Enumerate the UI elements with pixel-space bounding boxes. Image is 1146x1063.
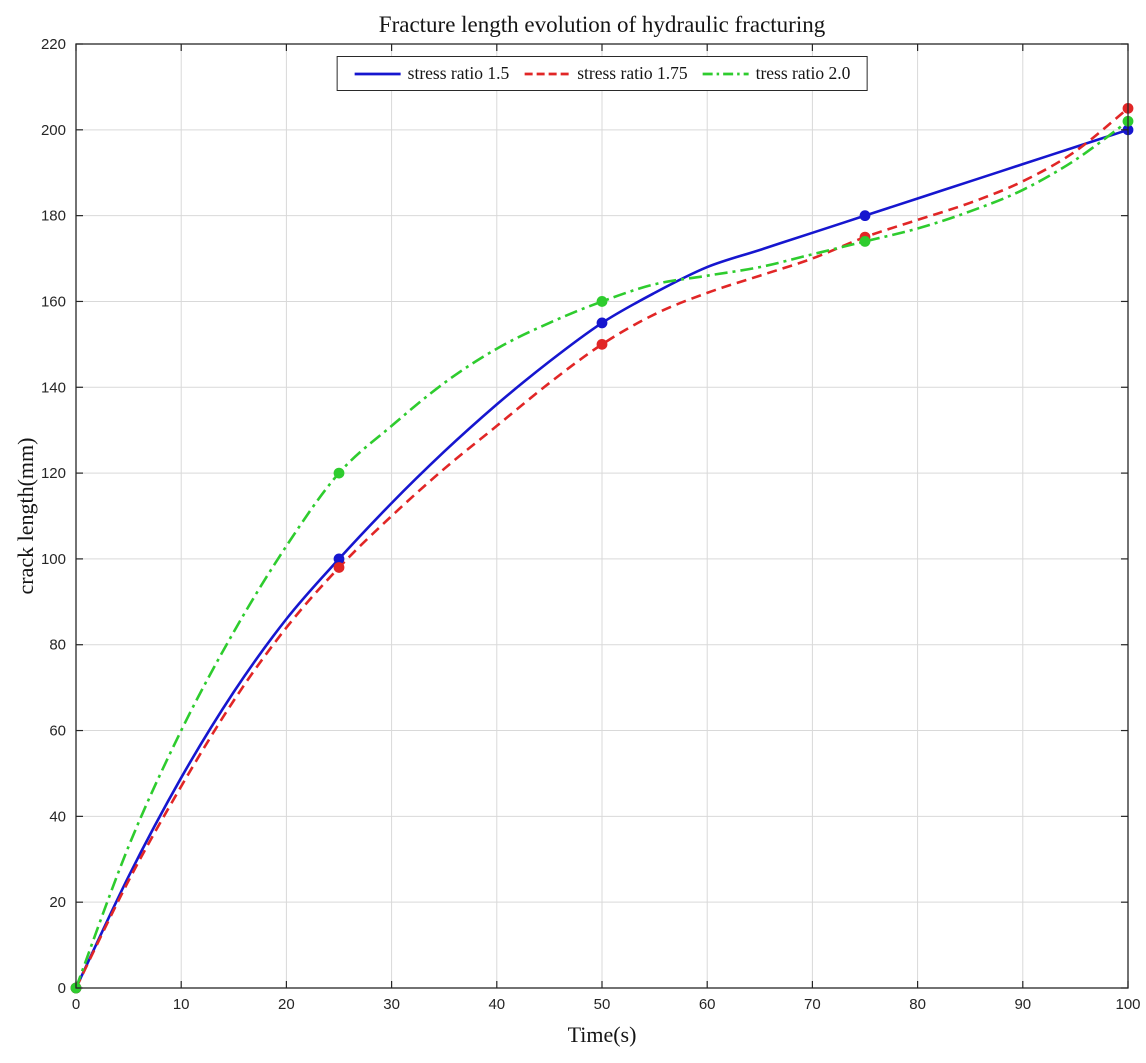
x-tick-label: 100	[1115, 996, 1140, 1013]
y-tick-label: 140	[41, 379, 66, 396]
legend-label: tress ratio 2.0	[755, 63, 851, 83]
x-tick-label: 10	[173, 996, 190, 1013]
y-tick-label: 20	[49, 894, 66, 911]
legend-entry-1: stress ratio 1.75	[523, 63, 688, 84]
legend: stress ratio 1.5 stress ratio 1.75 tress r…	[336, 56, 868, 91]
x-tick-label: 70	[804, 996, 821, 1013]
y-tick-label: 100	[41, 551, 66, 568]
ticks	[75, 43, 1129, 989]
marker-2	[859, 235, 871, 247]
legend-line-sample	[354, 72, 401, 75]
x-tick-label: 60	[699, 996, 716, 1013]
y-tick-label: 220	[41, 36, 66, 53]
legend-label: stress ratio 1.5	[407, 63, 510, 83]
marker-0	[596, 317, 608, 329]
y-axis-label: crack length(mm)	[13, 437, 38, 595]
x-tick-label: 80	[909, 996, 926, 1013]
series-line-0	[74, 128, 1129, 989]
x-tick-label: 20	[278, 996, 295, 1013]
y-tick-label: 200	[41, 122, 66, 139]
grid	[75, 43, 1129, 989]
tick-labels: 0 10 20 30 40 50 60 70 80 90 100 0 20 40 60 80 100 120 140…	[41, 36, 1141, 1013]
series-line-1	[74, 107, 1129, 989]
marker-0	[333, 553, 345, 565]
legend-line-sample	[524, 72, 571, 75]
marker-1	[596, 338, 608, 350]
x-tick-label: 40	[488, 996, 505, 1013]
series-lines	[74, 107, 1129, 989]
series-line-2	[74, 120, 1129, 989]
x-axis-label: Time(s)	[567, 1022, 637, 1047]
legend-label: stress ratio 1.75	[577, 63, 688, 83]
x-tick-label: 0	[72, 996, 80, 1013]
x-tick-label: 50	[594, 996, 611, 1013]
y-tick-label: 40	[49, 808, 66, 825]
y-tick-label: 80	[49, 637, 66, 654]
x-tick-label: 30	[383, 996, 400, 1013]
chart-title: Fracture length evolution of hydraulic f…	[378, 12, 826, 37]
y-tick-label: 180	[41, 208, 66, 225]
y-tick-label: 0	[58, 980, 66, 997]
marker-2	[333, 467, 345, 479]
legend-entry-2: tress ratio 2.0	[702, 63, 851, 84]
y-tick-label: 160	[41, 293, 66, 310]
marker-1	[333, 562, 345, 573]
legend-line-sample	[702, 72, 749, 75]
marker-2	[596, 296, 608, 307]
y-tick-label: 120	[41, 465, 66, 482]
y-tick-label: 60	[49, 723, 66, 740]
x-tick-label: 90	[1014, 996, 1031, 1013]
legend-entry-0: stress ratio 1.5	[354, 63, 510, 84]
marker-0	[859, 210, 871, 222]
